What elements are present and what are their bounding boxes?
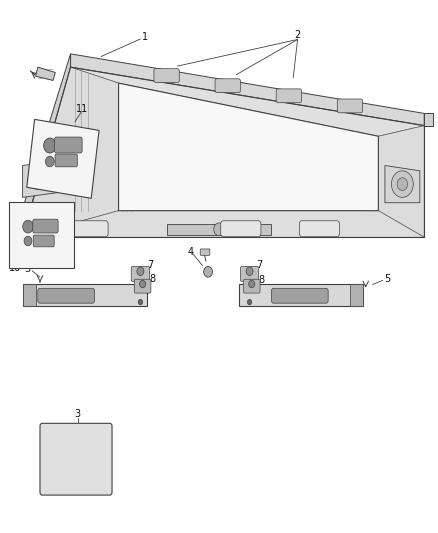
FancyBboxPatch shape bbox=[221, 221, 261, 237]
FancyBboxPatch shape bbox=[200, 249, 210, 255]
Circle shape bbox=[247, 300, 252, 305]
FancyBboxPatch shape bbox=[33, 219, 58, 233]
FancyBboxPatch shape bbox=[276, 89, 301, 103]
Circle shape bbox=[392, 171, 413, 197]
Text: 7: 7 bbox=[256, 261, 262, 270]
Circle shape bbox=[138, 300, 143, 305]
Polygon shape bbox=[239, 284, 363, 306]
FancyBboxPatch shape bbox=[299, 221, 339, 237]
Polygon shape bbox=[22, 211, 424, 237]
Text: 1: 1 bbox=[142, 32, 148, 42]
Polygon shape bbox=[22, 284, 147, 306]
Polygon shape bbox=[166, 224, 272, 235]
Polygon shape bbox=[22, 160, 62, 197]
Text: 11: 11 bbox=[76, 103, 88, 114]
Text: 8: 8 bbox=[258, 276, 265, 285]
Text: 3: 3 bbox=[74, 409, 80, 419]
Polygon shape bbox=[22, 67, 424, 237]
FancyBboxPatch shape bbox=[27, 119, 99, 198]
FancyBboxPatch shape bbox=[55, 137, 82, 153]
Polygon shape bbox=[424, 114, 433, 126]
Text: 9: 9 bbox=[136, 289, 142, 299]
FancyBboxPatch shape bbox=[38, 288, 95, 303]
FancyBboxPatch shape bbox=[244, 279, 260, 293]
Circle shape bbox=[24, 236, 32, 246]
Polygon shape bbox=[378, 126, 424, 237]
Circle shape bbox=[46, 156, 54, 167]
Circle shape bbox=[214, 223, 224, 236]
Circle shape bbox=[23, 220, 33, 233]
FancyBboxPatch shape bbox=[33, 235, 54, 247]
Polygon shape bbox=[385, 165, 420, 203]
Text: 6: 6 bbox=[310, 290, 316, 301]
Polygon shape bbox=[22, 67, 119, 237]
Circle shape bbox=[397, 177, 408, 190]
FancyBboxPatch shape bbox=[350, 284, 363, 306]
Circle shape bbox=[204, 266, 212, 277]
FancyBboxPatch shape bbox=[215, 79, 240, 93]
Circle shape bbox=[249, 280, 255, 288]
Circle shape bbox=[137, 267, 144, 276]
Polygon shape bbox=[14, 54, 71, 237]
Text: 6: 6 bbox=[93, 288, 99, 298]
Text: 7: 7 bbox=[147, 261, 154, 270]
FancyBboxPatch shape bbox=[131, 266, 150, 281]
Text: 5: 5 bbox=[24, 264, 30, 273]
FancyBboxPatch shape bbox=[272, 288, 328, 303]
FancyBboxPatch shape bbox=[40, 423, 112, 495]
FancyBboxPatch shape bbox=[240, 266, 259, 281]
Polygon shape bbox=[71, 54, 424, 126]
Circle shape bbox=[44, 138, 56, 153]
FancyBboxPatch shape bbox=[154, 69, 179, 83]
Text: 5: 5 bbox=[384, 274, 390, 284]
Polygon shape bbox=[35, 67, 55, 80]
FancyBboxPatch shape bbox=[68, 221, 108, 237]
Circle shape bbox=[29, 168, 46, 189]
FancyBboxPatch shape bbox=[9, 201, 74, 268]
Polygon shape bbox=[119, 83, 378, 211]
Text: 9: 9 bbox=[244, 292, 251, 302]
FancyBboxPatch shape bbox=[55, 154, 78, 167]
Text: 8: 8 bbox=[149, 274, 155, 284]
FancyBboxPatch shape bbox=[22, 284, 35, 306]
Text: 2: 2 bbox=[294, 30, 301, 41]
Circle shape bbox=[140, 280, 146, 288]
Text: 10: 10 bbox=[10, 263, 21, 272]
Polygon shape bbox=[71, 67, 424, 136]
FancyBboxPatch shape bbox=[134, 279, 151, 293]
FancyBboxPatch shape bbox=[337, 99, 363, 113]
Text: 4: 4 bbox=[187, 247, 193, 256]
Circle shape bbox=[246, 267, 253, 276]
